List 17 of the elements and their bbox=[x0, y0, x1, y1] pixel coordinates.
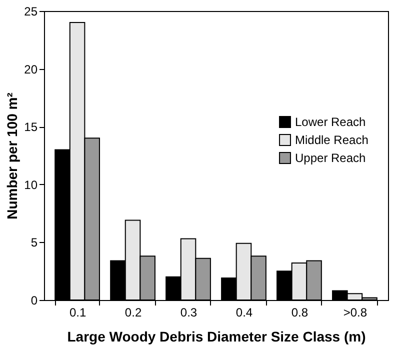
x-axis-title: Large Woody Debris Diameter Size Class (m) bbox=[67, 328, 366, 344]
legend-label: Lower Reach bbox=[295, 115, 366, 129]
x-tick-label: 0.1 bbox=[69, 306, 86, 320]
y-tick-label: 15 bbox=[24, 120, 38, 134]
legend-label: Upper Reach bbox=[295, 151, 366, 165]
y-axis-title: Number per 100 m² bbox=[4, 92, 20, 220]
y-tick-label: 20 bbox=[24, 62, 38, 76]
x-tick-label: 0.3 bbox=[180, 306, 198, 320]
legend-label: Middle Reach bbox=[295, 133, 368, 147]
y-tick-label: 5 bbox=[30, 236, 38, 250]
x-tick-label: 0.4 bbox=[236, 306, 253, 320]
x-tick-label: 0.8 bbox=[291, 306, 308, 320]
x-tick-label: >0.8 bbox=[343, 306, 368, 320]
x-tick-label: 0.2 bbox=[124, 306, 142, 320]
y-tick-label: 10 bbox=[24, 178, 38, 192]
y-tick-label: 0 bbox=[30, 294, 38, 308]
y-tick-label: 25 bbox=[24, 4, 38, 18]
